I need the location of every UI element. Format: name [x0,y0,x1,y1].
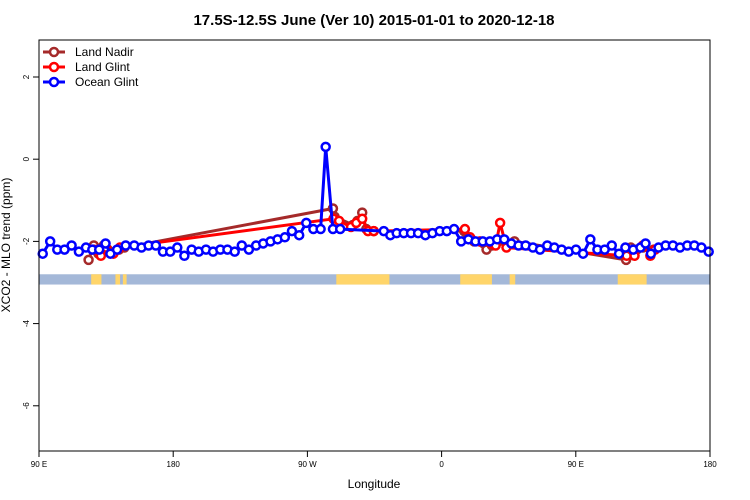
x-tick-label: 180 [703,460,717,469]
y-tick-label: 2 [22,74,31,79]
y-tick-label: -2 [22,237,31,245]
data-point [577,248,589,259]
x-tick-label: 90 E [568,460,584,469]
data-point [66,240,77,251]
land-segment [509,274,516,285]
data-point [293,229,305,241]
data-point [448,223,460,235]
chart-title: 17.5S-12.5S June (Ver 10) 2015-01-01 to … [193,12,554,29]
data-point [613,248,625,259]
legend-label: Ocean Glint [75,75,139,89]
data-point [179,250,190,262]
land-segment [336,274,390,285]
legend-swatch-marker [48,46,60,58]
data-point [37,248,48,259]
y-axis: 2 0 -2 -4 -6 [22,74,39,409]
data-point [83,254,94,266]
data-point [696,242,707,253]
data-point [333,215,345,227]
y-axis-label: XCO2 - MLO trend (ppm) [0,178,13,313]
land-segment [91,274,102,285]
legend-item: Land Glint [43,60,130,74]
data-point [703,246,714,257]
data-point [44,236,56,247]
data-point [150,240,162,251]
landmask-band [39,274,710,285]
data-point [301,217,312,229]
x-axis: 90 E 180 90 W 0 90 E 180 [31,451,717,469]
data-point [286,225,298,237]
data-point [229,246,240,257]
x-tick-label: 90 W [298,460,317,469]
data-point [315,223,326,235]
data-point [645,248,657,259]
data-point [356,213,368,225]
x-tick-label: 90 E [31,460,47,469]
data-point [320,141,331,153]
data-point [606,240,618,251]
legend-label: Land Glint [75,60,130,74]
land-segment [617,274,647,285]
land-segment [460,274,492,285]
data-point [640,238,651,249]
data-point [243,244,255,255]
legend-item: Ocean Glint [43,75,139,89]
series-ocean-glint [37,141,714,262]
series-layer [37,141,714,266]
data-point [172,242,183,253]
legend-item: Land Nadir [43,45,134,59]
land-segment [115,274,121,285]
data-point [100,238,111,249]
x-tick-label: 180 [167,460,181,469]
x-axis-label: Longitude [348,477,401,491]
data-point [534,244,546,255]
y-tick-label: -6 [22,402,31,410]
legend-swatch-marker [48,61,60,73]
y-tick-label: -4 [22,319,31,327]
data-point [459,223,471,235]
legend-label: Land Nadir [75,45,134,59]
data-point [93,244,105,255]
data-point [279,232,291,243]
x-tick-label: 0 [439,460,444,469]
data-point [494,217,506,229]
legend-swatch-marker [48,76,60,88]
plot-frame [38,39,711,452]
data-point [111,244,123,255]
data-point [334,223,346,235]
data-point [585,234,596,245]
y-tick-label: 0 [22,156,31,161]
land-segment [122,274,127,285]
data-point [120,240,131,251]
